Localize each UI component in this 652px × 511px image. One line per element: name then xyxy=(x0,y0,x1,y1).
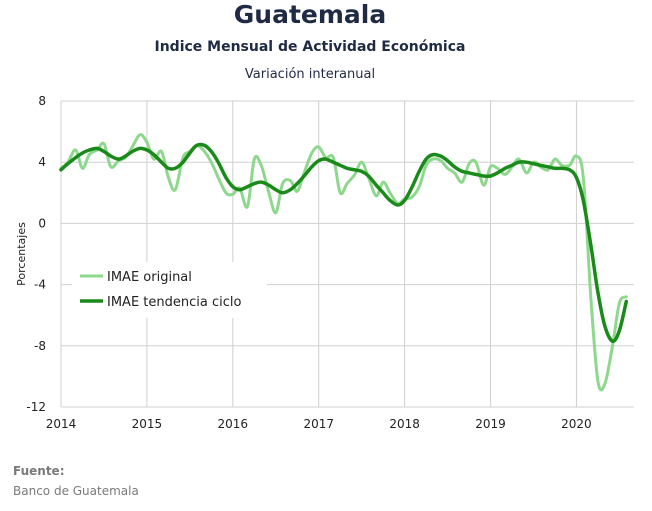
series-line-imae-tendencia-ciclo xyxy=(59,142,629,343)
y-tick-label: 4 xyxy=(38,155,46,169)
source-label: Fuente: xyxy=(13,464,65,478)
y-tick-label: -4 xyxy=(34,278,46,292)
y-tick-label: -8 xyxy=(34,339,46,353)
x-tick-label: 2020 xyxy=(561,417,592,431)
x-tick-label: 2017 xyxy=(303,417,334,431)
y-tick-label: 8 xyxy=(38,94,46,108)
chart-title: Guatemala xyxy=(233,0,387,29)
x-tick-label: 2019 xyxy=(475,417,506,431)
x-tick-label: 2016 xyxy=(218,417,249,431)
source-value: Banco de Guatemala xyxy=(13,484,139,498)
legend-label: IMAE original xyxy=(107,270,192,285)
x-tick-label: 2018 xyxy=(389,417,420,431)
legend-label: IMAE tendencia ciclo xyxy=(107,295,241,310)
x-tick-label: 2015 xyxy=(132,417,163,431)
y-tick-label: -12 xyxy=(26,400,46,414)
x-tick-label: 2014 xyxy=(46,417,77,431)
legend-box xyxy=(72,262,267,318)
chart-subsubtitle: Variación interanual xyxy=(244,67,376,82)
chart-subtitle: Indice Mensual de Actividad Económica xyxy=(154,39,466,55)
y-axis-label: Porcentajes xyxy=(15,222,28,286)
y-tick-label: 0 xyxy=(38,216,46,230)
